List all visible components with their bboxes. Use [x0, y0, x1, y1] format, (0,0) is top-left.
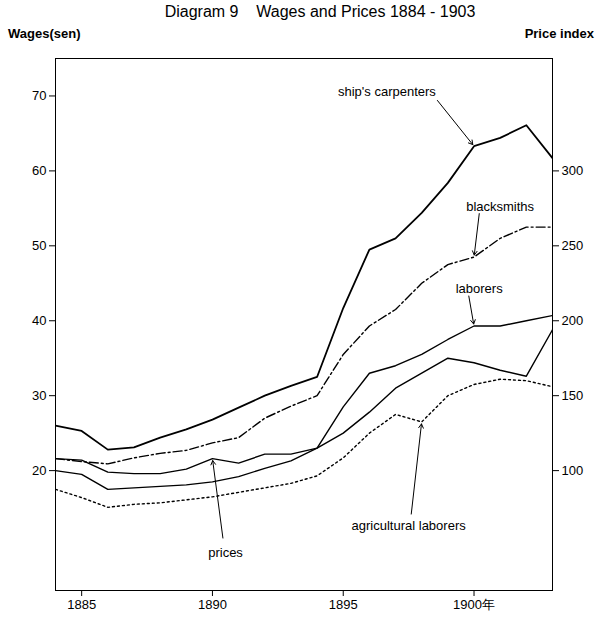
svg-text:30: 30: [32, 388, 46, 403]
svg-text:1885: 1885: [67, 597, 96, 612]
svg-text:1900年: 1900年: [453, 597, 495, 612]
svg-text:1890: 1890: [198, 597, 227, 612]
svg-text:1895: 1895: [329, 597, 358, 612]
svg-text:40: 40: [32, 313, 46, 328]
svg-text:200: 200: [562, 313, 584, 328]
svg-text:blacksmiths: blacksmiths: [466, 199, 534, 214]
svg-text:100: 100: [562, 463, 584, 478]
svg-text:150: 150: [562, 388, 584, 403]
svg-text:70: 70: [32, 88, 46, 103]
svg-text:250: 250: [562, 238, 584, 253]
svg-text:agricultural laborers: agricultural laborers: [352, 518, 467, 533]
svg-text:ship's carpenters: ship's carpenters: [338, 84, 436, 99]
svg-text:20: 20: [32, 463, 46, 478]
html-text:Diagram 9 Wages and Prices 188: Diagram 9 Wages and Prices 1884 - 1903: [164, 3, 476, 20]
svg-text:prices: prices: [208, 545, 243, 560]
html-text:Wages(sen): Wages(sen): [8, 26, 81, 41]
html-text:Price index: Price index: [524, 26, 594, 41]
svg-text:300: 300: [562, 163, 584, 178]
svg-text:50: 50: [32, 238, 46, 253]
svg-text:60: 60: [32, 163, 46, 178]
svg-text:laborers: laborers: [456, 281, 503, 296]
